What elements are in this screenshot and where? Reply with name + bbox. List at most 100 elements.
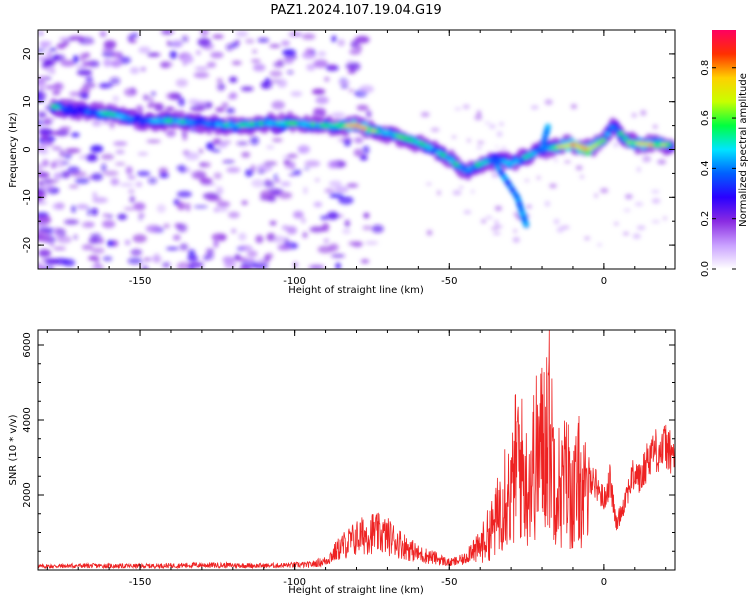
spectrogram-noise-blob [658, 159, 667, 165]
spectrogram-noise-blob [240, 86, 254, 92]
spectrogram-ridge-core [206, 121, 213, 127]
spectrogram-noise-blob [491, 172, 499, 178]
snr-y-tick-label: 2000 [22, 482, 33, 507]
spectrogram-noise-blob [169, 50, 178, 59]
spectrogram-noise-blob [197, 105, 205, 109]
spectrogram-ridge-core [509, 161, 516, 166]
spectrogram-noise-blob [206, 61, 217, 68]
snr-y-tick-label: 6000 [22, 332, 33, 357]
spectrogram-noise-blob [171, 39, 183, 48]
spectrogram-noise-blob [114, 162, 126, 166]
spectrogram-noise-blob [188, 249, 196, 257]
spectrogram-noise-blob [181, 35, 189, 43]
spectrogram-ridge-core [336, 123, 343, 128]
spectrogram-noise-blob [324, 188, 335, 193]
figure-title: PAZ1.2024.107.19.04.G19 [270, 3, 441, 18]
spectrogram-noise-blob [107, 240, 114, 247]
spectrogram-noise-blob [513, 229, 518, 233]
spectrogram-noise-blob [226, 107, 236, 114]
spectrogram-noise-blob [651, 190, 660, 194]
spectrogram-noise-blob [513, 211, 520, 217]
spectrogram-noise-blob [84, 40, 95, 45]
spectrogram-noise-blob [303, 167, 310, 170]
spectrogram-noise-blob [38, 128, 54, 136]
spectrogram-noise-blob [38, 163, 43, 172]
spectrogram-ridge-core [414, 139, 421, 145]
spectrogram-noise-blob [524, 179, 530, 182]
spectrogram-ridge-core [314, 122, 321, 128]
spectrogram-noise-blob [597, 243, 602, 247]
spectrogram-noise-blob [178, 164, 187, 174]
spectrogram-noise-blob [580, 175, 584, 179]
spectrogram-noise-blob [239, 265, 252, 269]
spectrogram-noise-blob [344, 219, 350, 228]
spectrogram-noise-blob [575, 165, 583, 171]
spectrogram-noise-blob [360, 259, 370, 264]
spectrogram-noise-blob [269, 70, 283, 77]
spectrogram-noise-blob [110, 59, 122, 68]
spectrogram-noise-blob [70, 171, 87, 178]
snr-x-ticks: -150 -100 -50 0 [46, 330, 667, 588]
spectrogram-noise-blob [178, 97, 186, 107]
spectrogram-ridge-core [93, 110, 100, 115]
spectrogram-noise-blob [92, 197, 108, 204]
spectrogram-ridge-core [435, 150, 442, 155]
spectrogram-x-tick-label: -150 [129, 276, 152, 287]
spectrogram-noise-blob [38, 76, 51, 81]
spectrogram-noise-blob [124, 239, 131, 246]
spectrogram-ridge-core [271, 121, 278, 126]
spectrogram-noise-blob [151, 91, 156, 96]
spectrogram-noise-blob [76, 69, 93, 76]
spectrogram-noise-blob [145, 224, 162, 233]
spectrogram-noise-blob [76, 204, 89, 210]
spectrogram-noise-blob [554, 159, 559, 162]
spectrogram-ridge-core [167, 118, 174, 124]
spectrogram-noise-blob [68, 184, 79, 189]
spectrogram-noise-blob [52, 203, 64, 210]
spectrogram-noise-blob [499, 122, 504, 126]
spectrogram-noise-blob [49, 242, 55, 247]
spectrogram-noise-blob [437, 190, 441, 196]
spectrogram-noise-blob [234, 39, 241, 45]
spectrogram-noise-blob [269, 221, 277, 226]
spectrogram-noise-blob [203, 255, 209, 261]
spectrogram-noise-blob [489, 124, 496, 129]
colorbar-tick-label: 0.0 [700, 261, 711, 277]
spectrogram-ridge-core [180, 119, 187, 125]
spectrogram-noise-blob [45, 117, 56, 121]
spectrogram-noise-blob [537, 176, 541, 180]
spectrogram-noise-blob [187, 266, 195, 269]
spectrogram-noise-blob [127, 175, 136, 180]
spectrogram-noise-blob [338, 196, 354, 205]
snr-y-ticks: 2000 4000 6000 [22, 332, 675, 571]
colorbar-ticks: 0.0 0.2 0.4 0.6 0.8 [700, 60, 736, 277]
spectrogram-noise-blob [430, 127, 440, 132]
spectrogram-noise-blob [177, 223, 188, 233]
spectrogram-noise-blob [290, 91, 303, 97]
spectrogram-ridge-branch [545, 123, 551, 130]
colorbar-gradient [712, 30, 736, 269]
spectrogram-noise-blob [98, 237, 105, 244]
spectrogram-noise-blob [320, 215, 329, 220]
spectrogram-noise-blob [314, 178, 320, 182]
spectrogram-noise-blob [86, 207, 92, 217]
spectrogram-noise-blob [190, 171, 196, 176]
spectrogram-noise-blob [79, 53, 86, 62]
spectrogram-ridge-core [344, 123, 351, 128]
spectrogram-noise-blob [331, 35, 337, 43]
spectrogram-noise-blob [103, 170, 119, 177]
spectrogram-ridge-core [215, 122, 221, 127]
spectrogram-noise-blob [102, 256, 113, 262]
spectrogram-noise-blob [241, 151, 251, 158]
spectrogram-noise-blob [326, 211, 339, 220]
spectrogram-noise-blob [315, 96, 329, 105]
spectrogram-noise-blob [38, 227, 55, 232]
spectrogram-noise-blob [501, 146, 507, 151]
spectrogram-ridge-core [305, 122, 312, 127]
spectrogram-noise-blob [305, 48, 314, 55]
spectrogram-noise-blob [371, 224, 384, 233]
spectrogram-noise-blob [652, 124, 658, 129]
spectrogram-ridge-branch [523, 221, 530, 228]
spectrogram-noise-blob [623, 232, 629, 236]
spectrogram-noise-blob [59, 37, 71, 42]
